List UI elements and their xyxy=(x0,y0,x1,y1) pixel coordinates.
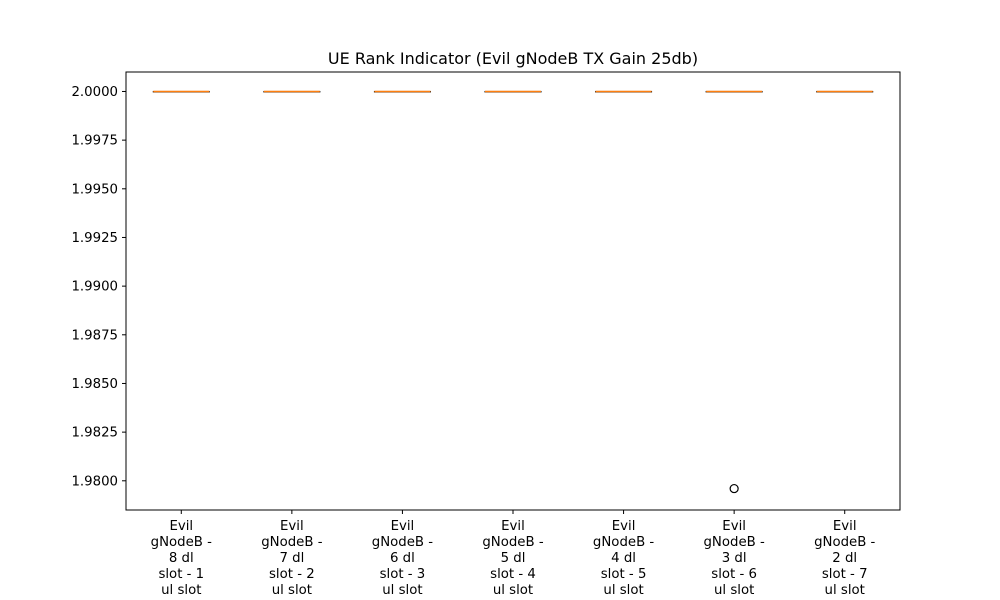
x-category-label: Evil gNodeB -6 dl slot - 3 ul slot xyxy=(372,519,433,598)
y-tick-label: 1.9950 xyxy=(71,182,118,197)
y-tick-label: 1.9975 xyxy=(71,134,118,149)
outlier-point xyxy=(729,483,739,494)
y-tick-label: 1.9900 xyxy=(71,280,118,295)
x-category-label: Evil gNodeB -3 dl slot - 6 ul slot xyxy=(703,519,764,598)
x-category-label: Evil gNodeB -7 dl slot - 2 ul slot xyxy=(261,519,322,598)
x-category-label: Evil gNodeB -4 dl slot - 5 ul slot xyxy=(593,519,654,598)
x-category-label: Evil gNodeB -8 dl slot - 1 ul slot xyxy=(151,519,212,598)
y-tick-label: 2.0000 xyxy=(71,85,118,100)
y-tick-label: 1.9850 xyxy=(71,377,118,392)
chart-title: UE Rank Indicator (Evil gNodeB TX Gain 2… xyxy=(328,49,698,68)
y-tick-label: 1.9925 xyxy=(71,231,118,246)
plot-frame xyxy=(125,71,901,511)
x-category-label: Evil gNodeB -2 dl slot - 7 ul slot xyxy=(814,519,875,598)
y-tick-label: 1.9875 xyxy=(71,328,118,343)
x-category-label: Evil gNodeB -5 dl slot - 4 ul slot xyxy=(482,519,543,598)
y-tick-label: 1.9825 xyxy=(71,426,118,441)
y-tick-label: 1.9800 xyxy=(71,474,118,489)
